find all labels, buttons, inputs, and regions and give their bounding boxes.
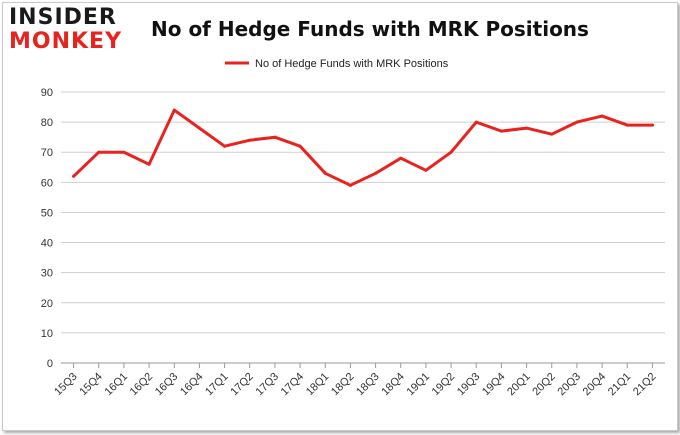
data-point-16Q2 — [147, 162, 151, 166]
legend: No of Hedge Funds with MRK Positions — [225, 58, 449, 70]
data-point-19Q2 — [449, 150, 453, 154]
x-tick-label-15Q3: 15Q3 — [52, 371, 80, 399]
data-point-15Q4 — [97, 150, 101, 154]
data-point-18Q2 — [348, 183, 352, 187]
x-tick-label-19Q1: 19Q1 — [405, 371, 433, 399]
y-tick-label-20: 20 — [41, 298, 53, 310]
data-point-17Q2 — [248, 138, 252, 142]
data-point-19Q4 — [499, 129, 503, 133]
legend-label: No of Hedge Funds with MRK Positions — [255, 58, 449, 70]
data-point-16Q4 — [197, 126, 201, 130]
x-tick-label-16Q4: 16Q4 — [178, 371, 206, 399]
x-tick-label-16Q3: 16Q3 — [153, 371, 181, 399]
y-tick-label-40: 40 — [41, 238, 53, 250]
x-tick-label-19Q2: 19Q2 — [430, 371, 458, 399]
data-point-20Q2 — [550, 132, 554, 136]
data-point-16Q3 — [172, 108, 176, 112]
y-axis-ticks: 0 10 20 30 40 50 60 70 80 90 — [41, 87, 53, 370]
y-tick-label-0: 0 — [47, 358, 53, 370]
x-tick-label-16Q2: 16Q2 — [128, 371, 156, 399]
line-chart: 0 10 20 30 40 50 60 70 80 90 15Q315Q416Q116Q216Q3… — [41, 58, 665, 399]
data-point-18Q3 — [374, 171, 378, 175]
x-tick-label-16Q1: 16Q1 — [103, 371, 131, 399]
y-tick-label-10: 10 — [41, 328, 53, 340]
x-tick-label-17Q3: 17Q3 — [254, 371, 282, 399]
data-point-18Q1 — [323, 171, 327, 175]
logo-line-2: MONKEY — [9, 29, 123, 54]
data-point-17Q1 — [223, 144, 227, 148]
insider-monkey-logo: INSIDER MONKEY — [9, 7, 122, 53]
data-point-16Q1 — [122, 150, 126, 154]
data-point-17Q4 — [298, 144, 302, 148]
data-point-15Q3 — [72, 174, 76, 178]
data-point-20Q4 — [600, 114, 604, 118]
chart-title: No of Hedge Funds with MRK Positions — [151, 17, 589, 41]
data-point-21Q1 — [625, 123, 629, 127]
x-tick-label-20Q2: 20Q2 — [530, 371, 558, 399]
data-point-17Q3 — [273, 135, 277, 139]
data-point-18Q4 — [399, 156, 403, 160]
x-tick-label-18Q2: 18Q2 — [329, 371, 357, 399]
y-tick-label-90: 90 — [41, 87, 53, 99]
data-point-20Q1 — [525, 126, 529, 130]
x-tick-label-15Q4: 15Q4 — [77, 371, 105, 399]
x-tick-label-19Q4: 19Q4 — [480, 371, 508, 399]
y-tick-label-70: 70 — [41, 147, 53, 159]
y-tick-label-50: 50 — [41, 207, 53, 219]
logo-line-1: INSIDER — [9, 5, 117, 30]
x-tick-label-21Q1: 21Q1 — [606, 371, 634, 399]
x-tick-label-17Q2: 17Q2 — [228, 371, 256, 399]
data-point-21Q2 — [650, 123, 654, 127]
x-tick-label-17Q1: 17Q1 — [203, 371, 231, 399]
series-layer — [72, 108, 654, 187]
series-line-0 — [72, 108, 654, 187]
x-tick-label-21Q2: 21Q2 — [631, 371, 659, 399]
x-tick-label-18Q1: 18Q1 — [304, 371, 332, 399]
x-tick-label-20Q4: 20Q4 — [581, 371, 609, 399]
y-tick-label-60: 60 — [41, 177, 53, 189]
gridlines — [61, 91, 665, 364]
x-tick-label-18Q4: 18Q4 — [379, 371, 407, 399]
y-tick-label-80: 80 — [41, 117, 53, 129]
data-point-19Q3 — [474, 120, 478, 124]
x-tick-label-17Q4: 17Q4 — [279, 371, 307, 399]
x-tick-label-20Q1: 20Q1 — [505, 371, 533, 399]
x-tick-label-19Q3: 19Q3 — [455, 371, 483, 399]
x-tick-label-20Q3: 20Q3 — [556, 371, 584, 399]
data-point-20Q3 — [575, 120, 579, 124]
x-axis-ticks: 15Q315Q416Q116Q216Q316Q417Q117Q217Q317Q4… — [52, 363, 659, 399]
data-point-19Q1 — [424, 168, 428, 172]
x-tick-label-18Q3: 18Q3 — [354, 371, 382, 399]
y-tick-label-30: 30 — [41, 268, 53, 280]
